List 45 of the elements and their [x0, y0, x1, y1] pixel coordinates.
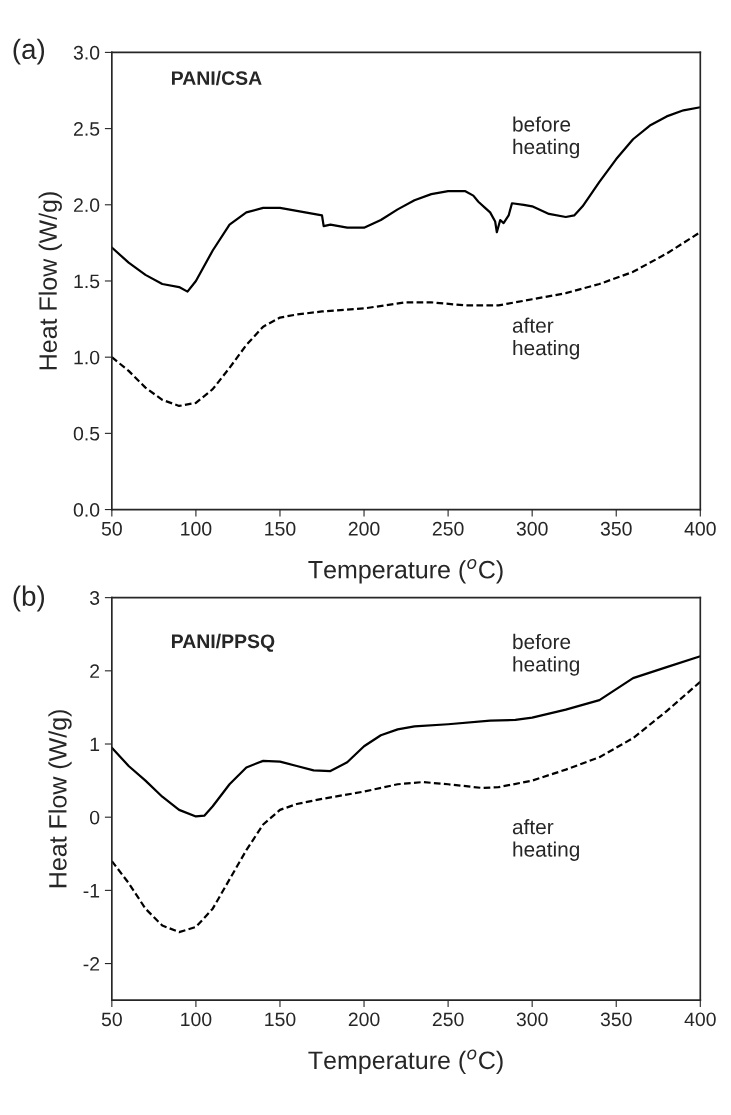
annotation: after heating	[512, 819, 579, 861]
x-tick-label: 200	[348, 521, 380, 536]
line-series	[111, 231, 701, 408]
line-series	[111, 680, 701, 934]
annotation: after heating	[512, 317, 579, 360]
text: (b)	[13, 585, 45, 612]
x-tick-label: 400	[684, 521, 716, 536]
y-tick-label: 2	[90, 664, 100, 678]
y-tick-label: 3	[89, 591, 100, 605]
y-axis-title: Heat Flow (W/g)	[48, 710, 72, 888]
annotation: PANI/PPSQ	[171, 633, 275, 652]
x-tick-label: 100	[181, 1012, 212, 1027]
x-tick-label: 100	[181, 521, 212, 536]
y-tick-label: 0	[89, 810, 100, 825]
annotation: PANI/CSA	[171, 70, 262, 86]
y-tick-label: 1.0	[74, 350, 100, 365]
x-tick-label: 350	[600, 521, 632, 536]
y-tick-label: 2.5	[73, 122, 100, 136]
y-tick-label: 1.5	[74, 274, 100, 289]
x-tick-label: 300	[516, 521, 548, 536]
x-tick-label: 150	[265, 521, 296, 536]
text: (a)	[13, 38, 45, 65]
y-axis-title: Heat Flow (W/g)	[38, 192, 62, 370]
annotation: before heating	[513, 633, 579, 676]
y-tick-label: 3.0	[73, 45, 100, 60]
line-series	[111, 655, 701, 818]
line-series	[111, 106, 701, 293]
x-tick-label: 350	[600, 1012, 632, 1027]
y-tick-label: 0.5	[73, 426, 100, 441]
x-axis-title: Temperature ($^{o}$C)	[308, 1049, 503, 1075]
annotation: before heating	[513, 116, 579, 159]
x-tick-label: 300	[516, 1012, 548, 1027]
y-tick-label: -2	[83, 957, 100, 971]
y-tick-label: -1	[83, 884, 100, 898]
y-tick-label: 1	[90, 737, 100, 752]
y-tick-label: 2.0	[73, 198, 100, 213]
x-axis-title: Temperature ($^{o}$C)	[308, 558, 503, 584]
x-tick-label: 250	[432, 521, 464, 536]
y-tick-label: 0.0	[73, 503, 100, 517]
x-tick-label: 50	[101, 1012, 122, 1027]
x-tick-label: 50	[101, 521, 122, 536]
x-tick-label: 250	[432, 1012, 464, 1027]
x-tick-label: 200	[348, 1012, 380, 1027]
x-tick-label: 400	[684, 1012, 716, 1027]
x-tick-label: 150	[265, 1012, 296, 1027]
